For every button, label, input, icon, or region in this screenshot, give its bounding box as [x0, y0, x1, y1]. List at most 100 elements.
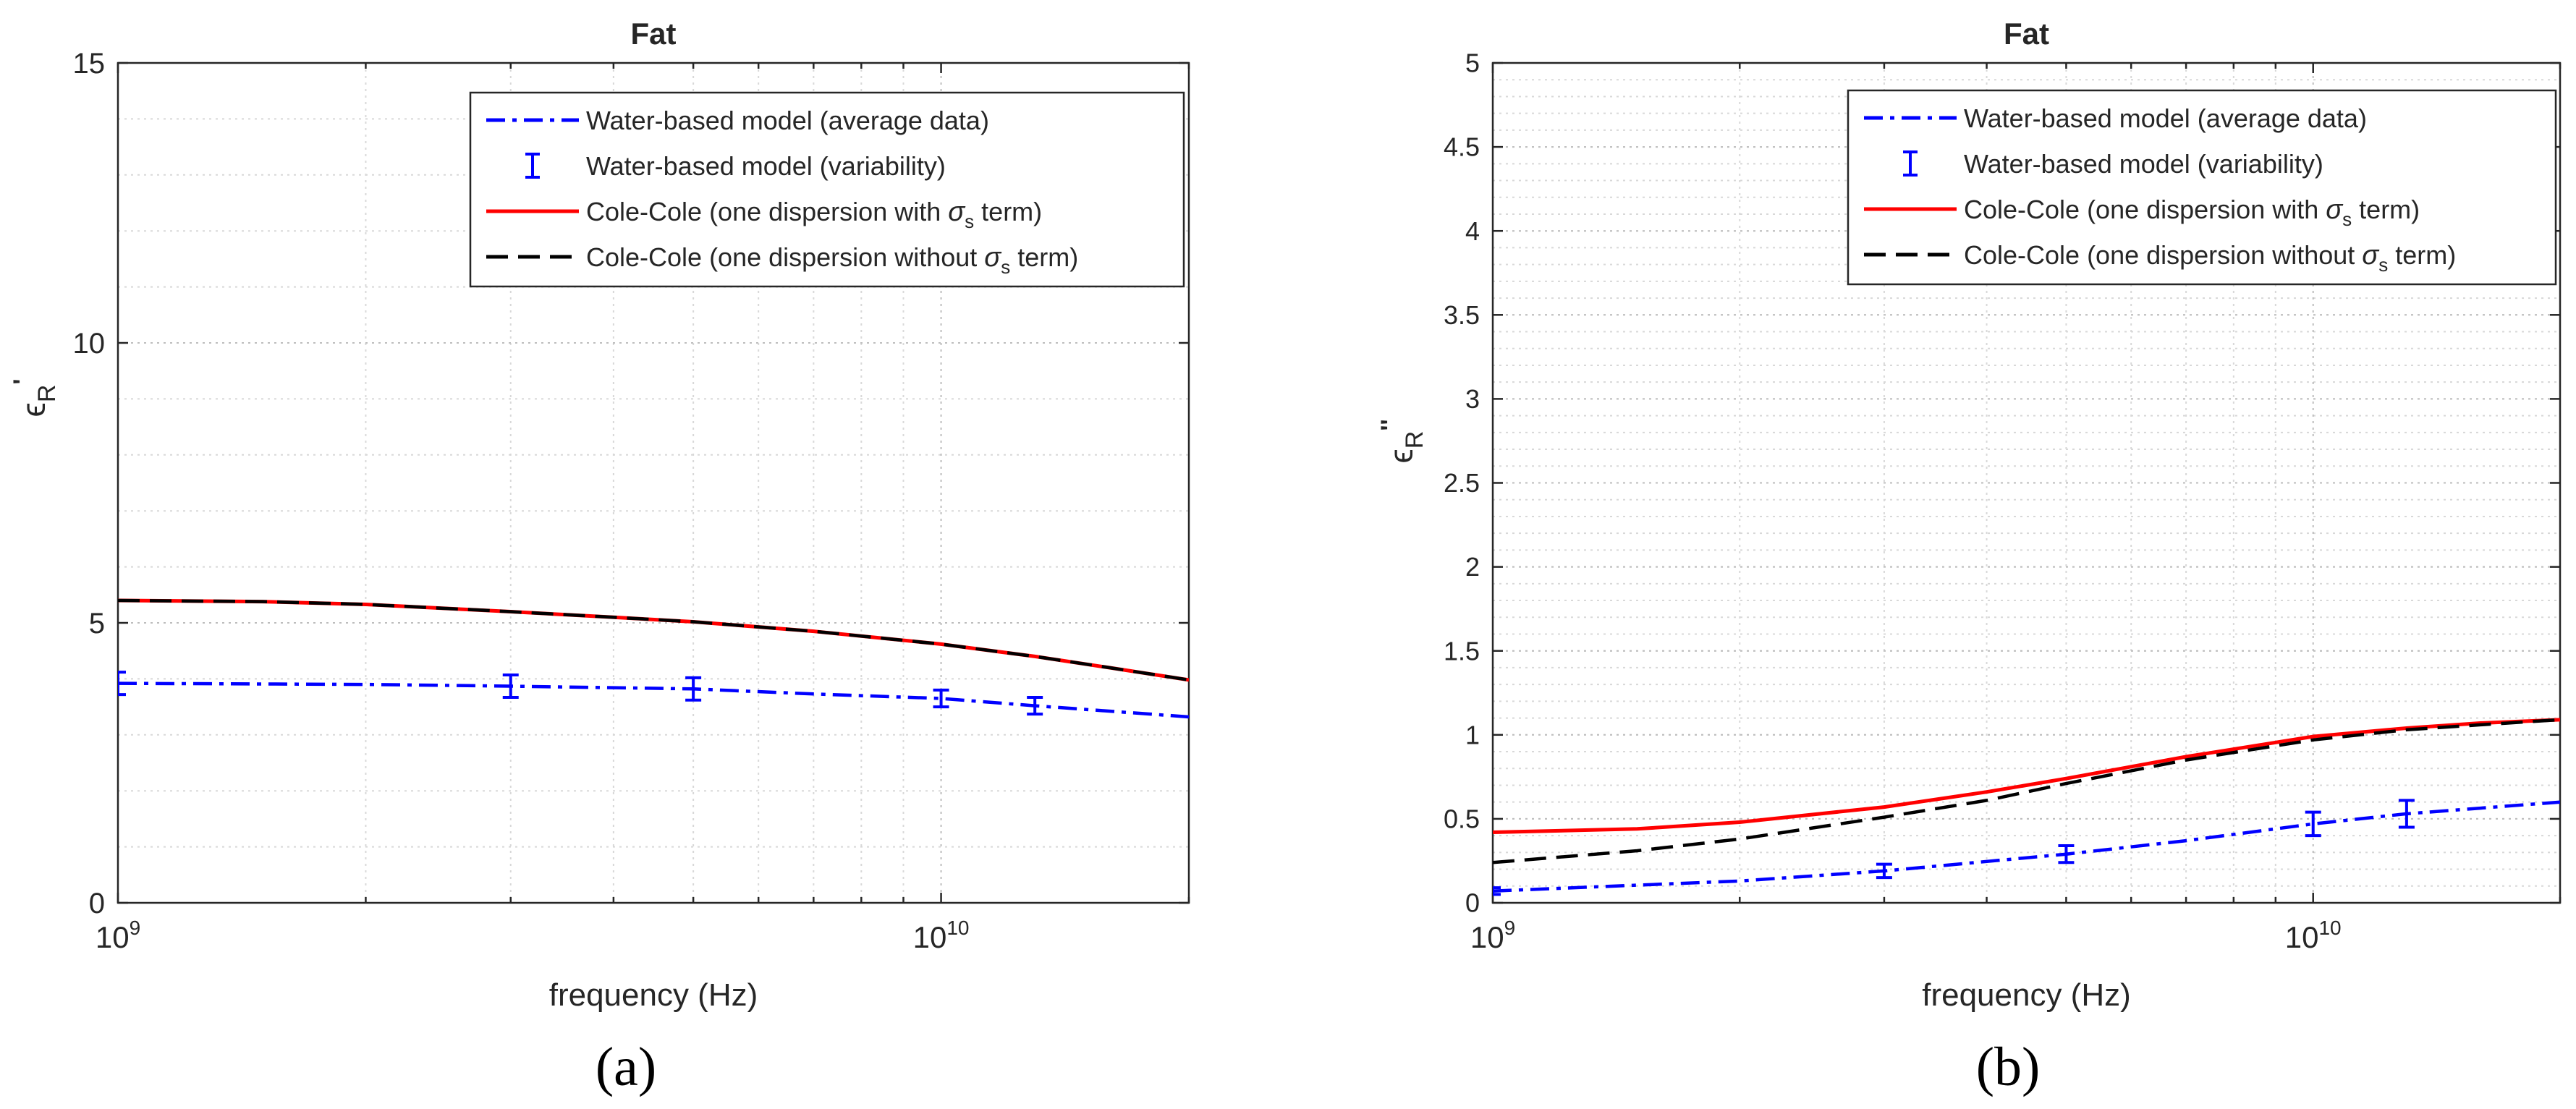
series-line-dashed [1493, 718, 2560, 864]
y-label-subscript: R [33, 385, 61, 403]
y-tick-label: 2 [1465, 552, 1480, 582]
legend-label: Water-based model (variability) [1964, 149, 2323, 179]
legend-item: Cole-Cole (one dispersion with σs term) [1864, 195, 2420, 230]
series-line-dashdot [118, 681, 1189, 719]
y-tick-label: 5 [89, 608, 105, 640]
errorbar-point [1493, 886, 1501, 896]
x-axis: 109 1010 [96, 63, 1190, 954]
x-axis: 109 1010 [1470, 63, 2562, 954]
legend-label: Cole-Cole (one dispersion without σs ter… [586, 242, 1078, 278]
legend-sigma: σ [948, 197, 966, 227]
y-tick-label: 3 [1465, 384, 1480, 414]
y-label-superscript: ' [9, 379, 36, 385]
legend-label: Water-based model (average data) [1964, 103, 2367, 133]
errorbar-point [685, 676, 702, 702]
y-axis-label: ϵR' [9, 379, 61, 417]
legend-item: Cole-Cole (one dispersion without σs ter… [1864, 240, 2456, 276]
x-tick-exponent: 9 [1504, 917, 1516, 939]
x-tick-label: 1010 [2285, 917, 2342, 954]
x-tick-label: 109 [1470, 917, 1515, 954]
legend-text: term) [1010, 242, 1078, 272]
y-axis: 0 5 10 15 [73, 48, 1189, 919]
legend-label: Cole-Cole (one dispersion with σs term) [1964, 195, 2420, 230]
legend-text: term) [974, 197, 1042, 226]
y-tick-label: 2.5 [1444, 468, 1480, 498]
legend-text: Cole-Cole (one dispersion without [586, 242, 984, 272]
y-label-superscript: '' [1376, 419, 1404, 430]
y-label-subscript: R [1401, 431, 1428, 449]
x-tick-base: 10 [1470, 920, 1504, 954]
y-tick-label: 4.5 [1444, 132, 1480, 162]
legend-subscript: s [2378, 254, 2388, 276]
legend-text: term) [2388, 240, 2456, 270]
errorbar-point [118, 671, 126, 697]
x-tick-exponent: 10 [946, 917, 969, 939]
y-axis: 0 0.5 1 1.5 2 2.5 3 3.5 4 4.5 5 [1444, 48, 2560, 918]
x-tick-label: 109 [96, 917, 140, 954]
legend-label: Water-based model (variability) [586, 151, 946, 181]
y-label-symbol: ϵ [1382, 449, 1420, 463]
y-tick-label: 0.5 [1444, 804, 1480, 834]
y-axis-label: ϵR'' [1376, 419, 1428, 463]
legend-text: Cole-Cole (one dispersion with [1964, 195, 2326, 224]
legend-text: Water-based model (average data) [586, 106, 989, 135]
y-tick-label: 3.5 [1444, 300, 1480, 330]
legend-subscript: s [2342, 208, 2352, 230]
errorbar-point [933, 688, 949, 709]
y-tick-label: 10 [73, 328, 106, 360]
legend-text: Cole-Cole (one dispersion without [1964, 240, 2362, 270]
data-layer [118, 598, 1189, 719]
legend-sigma: σ [984, 242, 1002, 273]
legend-sigma: σ [2362, 240, 2380, 271]
errorbar-series [118, 671, 1043, 716]
x-tick-base: 10 [96, 920, 130, 954]
legend: Water-based model (average data) Water-ba… [1847, 89, 2557, 286]
x-tick-base: 10 [2285, 920, 2319, 954]
panel-label: (b) [1976, 1037, 2041, 1097]
legend-label: Cole-Cole (one dispersion with σs term) [586, 197, 1042, 232]
legend-item: Cole-Cole (one dispersion with σs term) [486, 197, 1042, 232]
x-tick-exponent: 9 [130, 917, 141, 939]
legend-item: Water-based model (average data) [486, 106, 989, 135]
chart-title: Fat [631, 17, 677, 51]
x-tick-base: 10 [913, 920, 947, 954]
errorbar-point [502, 673, 519, 699]
legend-item: Water-based model (variability) [525, 151, 946, 181]
errorbar-point [2305, 810, 2321, 838]
series-line-dashdot [1493, 800, 2560, 893]
x-axis-label: frequency (Hz) [549, 977, 758, 1013]
errorbar-point [2398, 799, 2415, 829]
legend-label: Cole-Cole (one dispersion without σs ter… [1964, 240, 2456, 276]
panel-label: (a) [596, 1037, 656, 1097]
data-layer [1493, 718, 2560, 896]
chart-title: Fat [2004, 17, 2049, 51]
legend-box [1847, 89, 2557, 286]
legend-item: Water-based model (variability) [1903, 149, 2323, 179]
errorbar-point [2058, 844, 2075, 864]
series-line-solid [1493, 718, 2560, 834]
y-tick-label: 5 [1465, 48, 1480, 78]
legend-item: Cole-Cole (one dispersion without σs ter… [486, 242, 1078, 278]
y-tick-label: 0 [1465, 888, 1480, 918]
legend-box [469, 91, 1185, 288]
errorbar-point [1876, 862, 1892, 880]
y-tick-label: 15 [73, 48, 106, 80]
legend: Water-based model (average data) Water-ba… [469, 91, 1185, 288]
legend-text: Water-based model (variability) [1964, 149, 2323, 179]
legend-text: Water-based model (average data) [1964, 103, 2367, 133]
legend-sigma: σ [2326, 195, 2344, 225]
x-axis-label: frequency (Hz) [1922, 977, 2131, 1013]
errorbar-series [1493, 799, 2415, 896]
x-tick-label: 1010 [913, 917, 970, 954]
legend-subscript: s [1001, 256, 1010, 278]
legend-text: Cole-Cole (one dispersion with [586, 197, 948, 226]
y-tick-label: 1.5 [1444, 636, 1480, 666]
x-tick-exponent: 10 [2318, 917, 2341, 939]
legend-text: Water-based model (variability) [586, 151, 946, 181]
legend-label: Water-based model (average data) [586, 106, 989, 135]
y-label-symbol: ϵ [14, 402, 52, 417]
errorbar-point [1027, 695, 1043, 716]
